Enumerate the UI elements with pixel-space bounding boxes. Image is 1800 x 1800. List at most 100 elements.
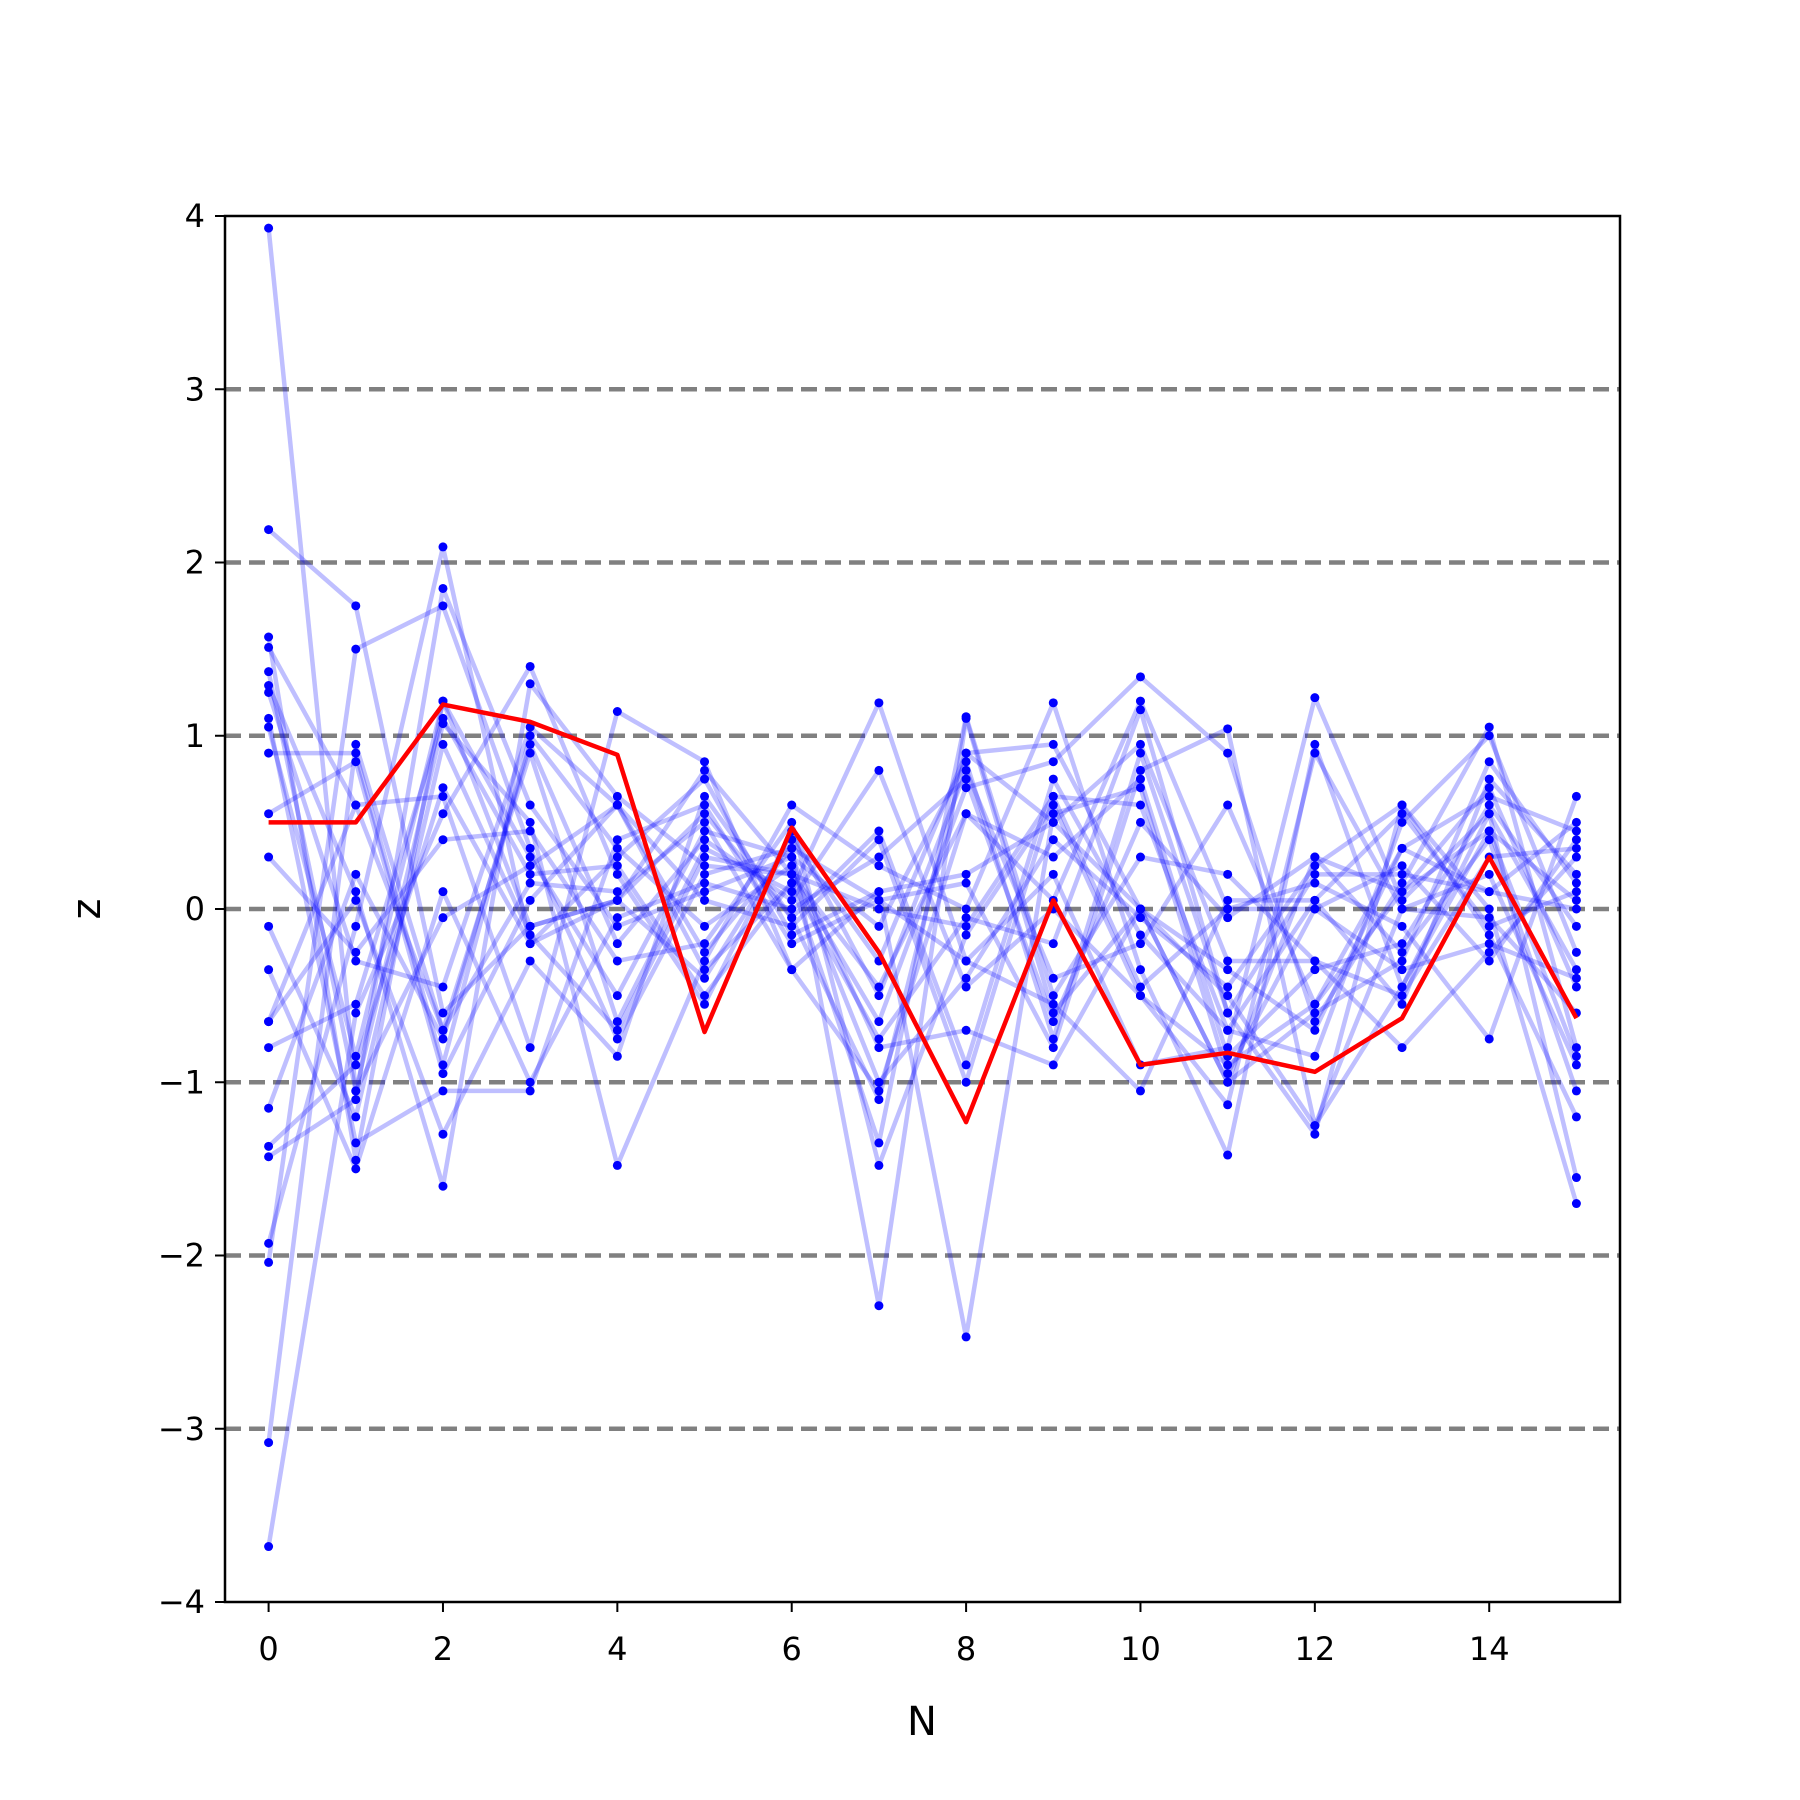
data-point — [1571, 1051, 1581, 1061]
data-point — [1135, 1086, 1145, 1096]
data-point — [1397, 878, 1407, 888]
data-point — [700, 809, 710, 819]
data-point — [264, 1141, 274, 1151]
data-point — [1484, 913, 1494, 923]
data-point — [264, 1438, 274, 1448]
data-point — [1571, 973, 1581, 983]
data-point — [1048, 817, 1058, 827]
data-point — [264, 632, 274, 642]
data-point — [1310, 965, 1320, 975]
data-point — [1397, 887, 1407, 897]
data-point — [438, 713, 448, 723]
data-point — [1223, 1008, 1233, 1018]
data-point — [438, 887, 448, 897]
data-point — [438, 1181, 448, 1191]
y-tick-label: 4 — [185, 197, 205, 235]
data-point — [525, 739, 535, 749]
data-point — [961, 1025, 971, 1035]
series-line — [266, 717, 1579, 1146]
data-point — [1484, 783, 1494, 793]
data-point — [612, 1017, 622, 1027]
data-point — [612, 887, 622, 897]
data-point — [612, 991, 622, 1001]
data-point — [1397, 895, 1407, 905]
data-point — [1571, 921, 1581, 931]
data-point — [525, 800, 535, 810]
data-point — [264, 722, 274, 732]
data-point — [961, 774, 971, 784]
data-point — [1310, 904, 1320, 914]
series-line — [266, 646, 1579, 1094]
data-point — [264, 1238, 274, 1248]
data-point — [612, 791, 622, 801]
data-point — [874, 1017, 884, 1027]
data-point — [874, 1160, 884, 1170]
y-tick-label: −1 — [158, 1063, 205, 1101]
data-point — [1048, 800, 1058, 810]
data-point — [787, 939, 797, 949]
data-point — [264, 1017, 274, 1027]
x-tick-label: 4 — [607, 1630, 627, 1668]
y-tick-label: −2 — [158, 1237, 205, 1275]
data-point — [1310, 693, 1320, 703]
data-point — [264, 1257, 274, 1267]
series-line — [267, 527, 1577, 1102]
data-point — [1310, 861, 1320, 871]
data-point — [787, 904, 797, 914]
data-point — [264, 525, 274, 535]
y-tick-label: 2 — [185, 544, 205, 582]
data-point — [1223, 869, 1233, 879]
data-point — [612, 1160, 622, 1170]
data-point — [1223, 1025, 1233, 1035]
data-point — [351, 1051, 361, 1061]
data-point — [351, 800, 361, 810]
data-point — [874, 1301, 884, 1311]
data-point — [1484, 921, 1494, 931]
data-point — [351, 1164, 361, 1174]
data-point — [1397, 956, 1407, 966]
data-point — [264, 1152, 274, 1162]
data-point — [1484, 947, 1494, 957]
data-point — [351, 921, 361, 931]
data-point — [1397, 800, 1407, 810]
data-point — [1310, 852, 1320, 862]
data-point — [264, 965, 274, 975]
data-point — [1048, 698, 1058, 708]
data-point — [1223, 913, 1233, 923]
data-point — [264, 921, 274, 931]
data-point — [700, 817, 710, 827]
data-point — [264, 1043, 274, 1053]
data-point — [438, 809, 448, 819]
data-point — [1397, 817, 1407, 827]
data-point — [1048, 739, 1058, 749]
data-point — [525, 679, 535, 689]
data-point — [1223, 991, 1233, 1001]
data-point — [351, 1095, 361, 1105]
data-point — [1048, 999, 1058, 1009]
data-point — [525, 852, 535, 862]
data-point — [612, 843, 622, 853]
series-line — [266, 802, 1577, 1168]
data-point — [1484, 722, 1494, 732]
data-point — [1048, 939, 1058, 949]
data-point — [1484, 731, 1494, 741]
series-line — [267, 742, 1578, 1148]
data-point — [1223, 956, 1233, 966]
data-point — [438, 1069, 448, 1079]
data-point — [1048, 791, 1058, 801]
data-point — [1048, 1008, 1058, 1018]
data-point — [1484, 1034, 1494, 1044]
data-point — [1223, 724, 1233, 734]
data-point — [438, 1086, 448, 1096]
data-point — [1397, 991, 1407, 1001]
y-tick-label: 0 — [185, 890, 205, 928]
data-point — [787, 913, 797, 923]
x-tick-label: 2 — [433, 1630, 453, 1668]
data-point — [700, 956, 710, 966]
data-point — [1135, 965, 1145, 975]
data-point — [1484, 869, 1494, 879]
data-point — [525, 826, 535, 836]
data-point — [874, 698, 884, 708]
data-point — [351, 748, 361, 758]
data-point — [1571, 835, 1581, 845]
